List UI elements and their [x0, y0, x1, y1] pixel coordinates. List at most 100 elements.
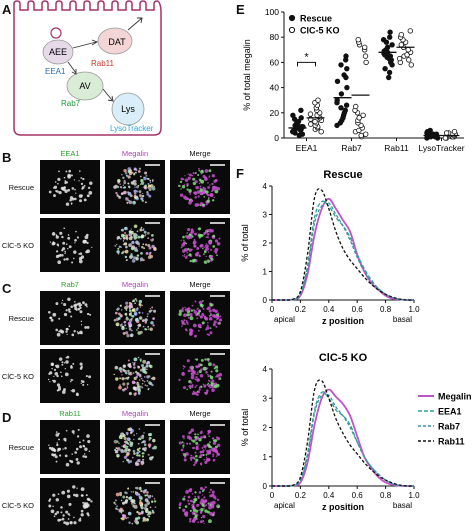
micrograph-spot: [192, 172, 195, 175]
micrograph-spot: [206, 384, 209, 386]
micrograph-spot: [121, 450, 125, 453]
micrograph-spot: [87, 186, 91, 190]
micrograph-spot: [179, 193, 184, 197]
micrograph-spot: [123, 446, 126, 449]
micrograph-spot: [125, 517, 128, 520]
micrograph-spot: [138, 299, 143, 304]
micrograph-spot: [116, 238, 119, 240]
micrograph-spot: [76, 487, 78, 489]
micrograph-spot: [125, 431, 129, 435]
micrograph-spot: [50, 362, 55, 367]
micrograph-spot: [115, 507, 118, 510]
micrograph-spot: [149, 432, 153, 437]
micrograph-spot: [69, 514, 71, 517]
micrograph-spot: [196, 308, 198, 310]
micrograph-spot: [115, 377, 119, 381]
micrograph-spot: [138, 450, 141, 453]
micrograph-spot: [182, 249, 186, 253]
micrograph-spot: [198, 438, 202, 442]
micrograph-spot: [74, 242, 76, 244]
micrograph-spot: [186, 251, 189, 254]
micrograph-spot: [190, 248, 193, 251]
x-tick-label: 1.0: [408, 305, 420, 314]
micrograph-spot: [191, 384, 194, 387]
micrograph-spot: [128, 200, 133, 205]
micrograph-spot: [212, 313, 216, 318]
micrograph-spot: [114, 184, 118, 189]
micrograph-spot: [203, 195, 206, 198]
micrograph-spot: [86, 497, 90, 501]
micrograph-spot: [146, 368, 148, 371]
micrograph-spot: [84, 455, 88, 459]
micrograph-spot: [151, 383, 154, 387]
micrograph-spot: [141, 462, 144, 466]
micrograph-spot: [212, 453, 215, 456]
cell-membrane: [13, 10, 162, 136]
data-point-rescue: [389, 42, 395, 48]
y-tick-label: 3: [263, 394, 268, 403]
micrograph-spot: [210, 229, 214, 233]
micrograph-spot: [124, 172, 128, 175]
y-tick-label: 20: [270, 108, 280, 118]
micrograph-spot: [147, 182, 150, 185]
micrograph-spot: [216, 443, 221, 448]
micrograph-spot: [190, 309, 194, 312]
micrograph-spot: [189, 365, 193, 370]
micrograph-spot: [190, 228, 194, 231]
micrograph-spot: [139, 175, 142, 178]
micrograph-spot: [134, 302, 136, 305]
micrograph-spot: [70, 203, 73, 205]
micrograph-spot: [68, 325, 71, 328]
micrograph-spot: [148, 246, 152, 250]
micrograph-spot: [143, 230, 147, 234]
micrograph-spot: [82, 501, 85, 504]
micrograph-spot: [198, 491, 202, 494]
micrograph-spot: [206, 324, 209, 327]
micrograph-spot: [196, 317, 199, 320]
micrograph-spot: [208, 201, 210, 203]
micrograph-spot: [47, 378, 50, 381]
data-point-clc5-ko: [407, 28, 413, 34]
micrograph-spot: [128, 236, 133, 241]
micrograph-spot: [197, 227, 202, 231]
micrograph-spot: [130, 255, 134, 258]
micrograph-spot: [76, 435, 80, 438]
micrograph-spot: [146, 190, 149, 194]
micrograph-spot: [120, 309, 123, 311]
micrograph-spot: [203, 458, 206, 461]
micrograph-spot: [83, 198, 87, 202]
micrograph-spot: [133, 452, 136, 455]
channel-header-b-1: Megalin: [122, 149, 148, 158]
x-tick-label: 0.2: [295, 491, 307, 500]
micrograph-spot: [200, 463, 203, 466]
micrograph-spot: [144, 235, 146, 237]
micrograph-spot: [199, 511, 203, 514]
micrograph-spot: [145, 243, 148, 246]
data-point-clc5-ko: [362, 131, 369, 137]
micrograph-spot: [52, 379, 54, 382]
micrograph-spot: [127, 359, 130, 362]
data-point-clc5-ko: [358, 132, 364, 139]
micrograph-spot: [138, 495, 142, 499]
micrograph-spot: [182, 444, 185, 447]
micrograph-spot: [127, 191, 132, 196]
micrograph-spot: [134, 313, 137, 316]
micrograph-spot: [125, 453, 129, 457]
micrograph-spot: [207, 432, 210, 435]
micrograph-spot: [80, 487, 85, 491]
micrograph-spot: [130, 305, 134, 309]
micrograph-spot: [49, 316, 53, 320]
micrograph-spot: [186, 388, 188, 391]
micrograph-spot: [198, 169, 200, 172]
micrograph-spot: [125, 301, 129, 305]
micrograph-spot: [83, 184, 86, 187]
micrograph-spot: [117, 307, 120, 311]
micrograph-spot: [187, 307, 191, 311]
micrograph-spot: [149, 506, 152, 509]
micrograph-spot: [65, 257, 69, 261]
y-tick-label: 0: [274, 133, 279, 143]
micrograph-spot: [149, 437, 152, 440]
micrograph-spot: [76, 331, 79, 333]
micrograph-spot: [133, 502, 136, 505]
micrograph-spot: [213, 320, 217, 324]
